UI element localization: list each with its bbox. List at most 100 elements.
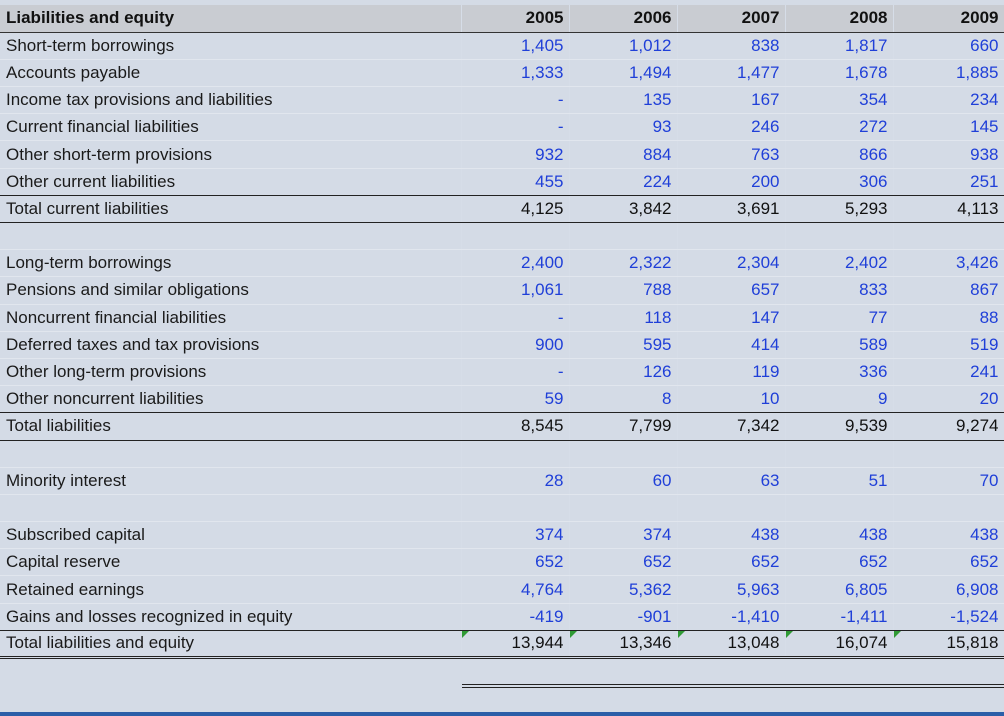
row-label-cell[interactable]: Current financial liabilities [0, 113, 462, 142]
value-cell[interactable]: 6,908 [893, 575, 1004, 604]
value-cell[interactable]: 126 [569, 358, 678, 387]
value-cell[interactable] [893, 494, 1004, 523]
value-cell[interactable]: 354 [785, 86, 894, 115]
value-cell[interactable]: 1,061 [461, 276, 570, 305]
row-label-cell[interactable]: Other short-term provisions [0, 140, 462, 169]
row-label-cell[interactable]: Total liabilities and equity [0, 630, 462, 660]
value-cell[interactable]: 3,426 [893, 249, 1004, 278]
value-cell[interactable]: 28 [461, 467, 570, 495]
value-cell[interactable]: 145 [893, 113, 1004, 142]
value-cell[interactable]: 3,691 [677, 195, 786, 224]
value-cell[interactable]: 6,805 [785, 575, 894, 604]
value-cell[interactable]: 13,944 [461, 630, 570, 660]
value-cell[interactable]: 20 [893, 385, 1004, 414]
value-cell[interactable]: 660 [893, 32, 1004, 60]
value-cell[interactable]: 5,293 [785, 195, 894, 224]
value-cell[interactable]: 118 [569, 304, 678, 332]
header-cell-year[interactable]: 2008 [785, 5, 894, 33]
row-label-cell[interactable]: Capital reserve [0, 548, 462, 577]
value-cell[interactable]: 788 [569, 276, 678, 305]
value-cell[interactable]: 438 [677, 521, 786, 550]
value-cell[interactable]: 3,842 [569, 195, 678, 224]
value-cell[interactable]: 306 [785, 168, 894, 196]
value-cell[interactable]: 167 [677, 86, 786, 115]
value-cell[interactable] [893, 440, 1004, 468]
value-cell[interactable]: 59 [461, 385, 570, 414]
value-cell[interactable]: 4,764 [461, 575, 570, 604]
row-label-cell[interactable]: Long-term borrowings [0, 249, 462, 278]
value-cell[interactable]: 246 [677, 113, 786, 142]
row-label-cell[interactable] [0, 494, 462, 523]
value-cell[interactable]: 336 [785, 358, 894, 387]
value-cell[interactable]: 519 [893, 331, 1004, 359]
value-cell[interactable]: 763 [677, 140, 786, 169]
value-cell[interactable]: 866 [785, 140, 894, 169]
value-cell[interactable]: 374 [569, 521, 678, 550]
value-cell[interactable]: 1,477 [677, 59, 786, 88]
value-cell[interactable]: 5,963 [677, 575, 786, 604]
value-cell[interactable]: 652 [461, 548, 570, 577]
error-indicator-icon[interactable] [461, 630, 469, 638]
row-label-cell[interactable]: Accounts payable [0, 59, 462, 88]
error-indicator-icon[interactable] [569, 630, 577, 638]
value-cell[interactable]: 15,818 [893, 630, 1004, 660]
header-cell-year[interactable]: 2009 [893, 5, 1004, 33]
value-cell[interactable]: - [461, 304, 570, 332]
value-cell[interactable]: 77 [785, 304, 894, 332]
value-cell[interactable] [461, 222, 570, 251]
value-cell[interactable]: - [461, 113, 570, 142]
value-cell[interactable] [677, 222, 786, 251]
header-cell-label[interactable]: Liabilities and equity [0, 5, 462, 33]
row-label-cell[interactable]: Short-term borrowings [0, 32, 462, 60]
value-cell[interactable]: 147 [677, 304, 786, 332]
value-cell[interactable]: 652 [569, 548, 678, 577]
value-cell[interactable]: 241 [893, 358, 1004, 387]
row-label-cell[interactable]: Total liabilities [0, 412, 462, 441]
value-cell[interactable]: 272 [785, 113, 894, 142]
value-cell[interactable]: 652 [893, 548, 1004, 577]
value-cell[interactable]: 1,678 [785, 59, 894, 88]
row-label-cell[interactable] [0, 222, 462, 251]
value-cell[interactable]: 589 [785, 331, 894, 359]
row-label-cell[interactable]: Pensions and similar obligations [0, 276, 462, 305]
value-cell[interactable]: 900 [461, 331, 570, 359]
value-cell[interactable]: -1,411 [785, 603, 894, 631]
value-cell[interactable] [785, 440, 894, 468]
row-label-cell[interactable] [0, 440, 462, 468]
value-cell[interactable]: 135 [569, 86, 678, 115]
header-cell-year[interactable]: 2006 [569, 5, 678, 33]
row-label-cell[interactable]: Noncurrent financial liabilities [0, 304, 462, 332]
value-cell[interactable]: 438 [893, 521, 1004, 550]
value-cell[interactable]: 2,402 [785, 249, 894, 278]
row-label-cell[interactable]: Subscribed capital [0, 521, 462, 550]
value-cell[interactable]: 884 [569, 140, 678, 169]
value-cell[interactable] [569, 440, 678, 468]
value-cell[interactable] [461, 494, 570, 523]
value-cell[interactable]: 1,012 [569, 32, 678, 60]
value-cell[interactable]: 652 [785, 548, 894, 577]
value-cell[interactable] [785, 222, 894, 251]
row-label-cell[interactable]: Gains and losses recognized in equity [0, 603, 462, 631]
value-cell[interactable]: 70 [893, 467, 1004, 495]
value-cell[interactable] [677, 440, 786, 468]
value-cell[interactable]: 9,539 [785, 412, 894, 441]
value-cell[interactable]: 374 [461, 521, 570, 550]
value-cell[interactable]: 1,494 [569, 59, 678, 88]
value-cell[interactable]: 224 [569, 168, 678, 196]
error-indicator-icon[interactable] [893, 630, 901, 638]
row-label-cell[interactable]: Income tax provisions and liabilities [0, 86, 462, 115]
value-cell[interactable]: 51 [785, 467, 894, 495]
row-label-cell[interactable]: Minority interest [0, 467, 462, 495]
value-cell[interactable]: 119 [677, 358, 786, 387]
header-cell-year[interactable]: 2007 [677, 5, 786, 33]
row-label-cell[interactable]: Other long-term provisions [0, 358, 462, 387]
value-cell[interactable]: 8 [569, 385, 678, 414]
value-cell[interactable] [461, 440, 570, 468]
value-cell[interactable]: 932 [461, 140, 570, 169]
value-cell[interactable]: 200 [677, 168, 786, 196]
value-cell[interactable]: 438 [785, 521, 894, 550]
row-label-cell[interactable]: Deferred taxes and tax provisions [0, 331, 462, 359]
value-cell[interactable]: 9 [785, 385, 894, 414]
value-cell[interactable]: 5,362 [569, 575, 678, 604]
row-label-cell[interactable]: Other noncurrent liabilities [0, 385, 462, 414]
